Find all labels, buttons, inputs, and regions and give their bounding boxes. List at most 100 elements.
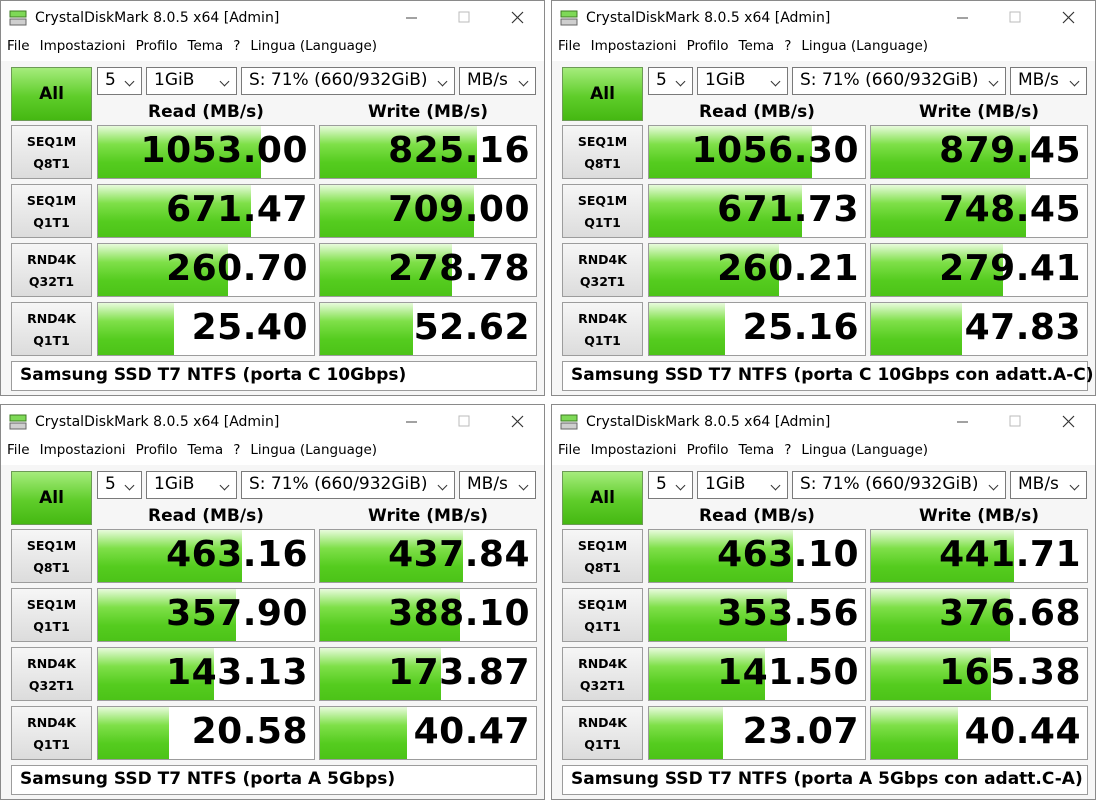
menu-item[interactable]: Lingua (Language) [801, 442, 929, 458]
write-value: 52.62 [413, 307, 530, 348]
dropdown[interactable]: 1GiB [146, 471, 237, 499]
test-button[interactable]: RND4K Q32T1 [11, 243, 92, 297]
menu-item[interactable]: Profilo [135, 38, 178, 54]
test-button[interactable]: SEQ1M Q1T1 [562, 588, 643, 642]
read-value: 260.21 [717, 248, 859, 289]
menu-item[interactable]: Lingua (Language) [250, 38, 378, 54]
menu-item[interactable]: Tema [187, 442, 224, 458]
test-label: RND4K [578, 715, 627, 730]
menu-item[interactable]: Profilo [686, 38, 729, 54]
read-header: Read (MB/s) [699, 102, 815, 122]
window-buttons[interactable] [952, 407, 1092, 437]
menu-item[interactable]: File [7, 38, 30, 54]
dropdown[interactable]: S: 71% (660/932GiB) [792, 471, 1006, 499]
write-value: 879.45 [939, 130, 1081, 171]
write-bar [871, 530, 1014, 582]
write-value: 40.47 [413, 711, 530, 752]
test-label: Q32T1 [28, 678, 75, 693]
test-button[interactable]: RND4K Q1T1 [11, 706, 92, 760]
menu-item[interactable]: ? [233, 38, 241, 54]
test-button[interactable]: RND4K Q32T1 [562, 647, 643, 701]
write-cell: 441.71 [870, 529, 1088, 583]
dropdown[interactable]: S: 71% (660/932GiB) [241, 67, 455, 95]
write-value: 173.87 [388, 652, 530, 693]
test-button[interactable]: RND4K Q32T1 [11, 647, 92, 701]
dropdown[interactable]: 1GiB [697, 67, 788, 95]
read-bar [98, 126, 262, 178]
test-button[interactable]: SEQ1M Q8T1 [11, 125, 92, 179]
read-cell: 260.21 [648, 243, 866, 297]
write-header: Write (MB/s) [368, 506, 488, 526]
app-window: CrystalDiskMark 8.0.5 x64 [Admin] File Imp… [551, 404, 1096, 800]
menu-item[interactable]: Tema [187, 38, 224, 54]
dropdown[interactable]: 5 [97, 67, 142, 95]
dropdown[interactable]: 1GiB [146, 67, 237, 95]
test-button[interactable]: SEQ1M Q8T1 [562, 125, 643, 179]
menu-item[interactable]: ? [233, 442, 241, 458]
read-header: Read (MB/s) [148, 506, 264, 526]
comment-box[interactable]: Samsung SSD T7 NTFS (porta A 5Gbps) [11, 765, 537, 795]
all-button[interactable]: All [11, 67, 92, 121]
window-buttons[interactable] [401, 3, 541, 33]
window-buttons[interactable] [952, 3, 1092, 33]
menu-item[interactable]: File [7, 442, 30, 458]
window-title: CrystalDiskMark 8.0.5 x64 [Admin] [586, 10, 831, 26]
menu-item[interactable]: Tema [738, 442, 775, 458]
dropdown[interactable]: MB/s [459, 67, 536, 95]
test-button[interactable]: RND4K Q32T1 [562, 243, 643, 297]
menu-item[interactable]: Profilo [686, 442, 729, 458]
test-label: SEQ1M [26, 597, 77, 612]
menu-item[interactable]: Impostazioni [39, 442, 126, 458]
test-button[interactable]: RND4K Q1T1 [11, 302, 92, 356]
test-button[interactable]: SEQ1M Q8T1 [11, 529, 92, 583]
test-button[interactable]: SEQ1M Q8T1 [562, 529, 643, 583]
menu-item[interactable]: File [558, 38, 581, 54]
menu-item[interactable]: Lingua (Language) [801, 38, 929, 54]
dropdown[interactable]: 5 [648, 471, 693, 499]
all-button[interactable]: All [562, 67, 643, 121]
read-bar [649, 244, 780, 296]
dropdown[interactable]: MB/s [459, 471, 536, 499]
menu-item[interactable]: Tema [738, 38, 775, 54]
test-button[interactable]: SEQ1M Q1T1 [11, 588, 92, 642]
menu-item[interactable]: Lingua (Language) [250, 442, 378, 458]
read-bar [98, 589, 236, 641]
read-cell: 143.13 [97, 647, 315, 701]
app-icon [560, 414, 578, 430]
menu-item[interactable]: Profilo [135, 442, 178, 458]
read-cell: 671.47 [97, 184, 315, 238]
all-button[interactable]: All [11, 471, 92, 525]
comment-box[interactable]: Samsung SSD T7 NTFS (porta C 10Gbps con … [562, 361, 1094, 391]
menu-item[interactable]: ? [784, 442, 792, 458]
write-cell: 52.62 [319, 302, 537, 356]
menu-item[interactable]: File [558, 442, 581, 458]
test-button[interactable]: RND4K Q1T1 [562, 302, 643, 356]
dropdown[interactable]: 5 [648, 67, 693, 95]
all-button[interactable]: All [562, 471, 643, 525]
menu-item[interactable]: Impostazioni [590, 442, 677, 458]
write-cell: 279.41 [870, 243, 1088, 297]
read-cell: 1056.30 [648, 125, 866, 179]
dropdown[interactable]: S: 71% (660/932GiB) [792, 67, 1006, 95]
read-bar [98, 530, 242, 582]
test-button[interactable]: SEQ1M Q1T1 [562, 184, 643, 238]
dropdown[interactable]: 5 [97, 471, 142, 499]
write-bar [871, 648, 991, 700]
dropdown[interactable]: 1GiB [697, 471, 788, 499]
menu-item[interactable]: Impostazioni [590, 38, 677, 54]
test-button[interactable]: RND4K Q1T1 [562, 706, 643, 760]
menu-item[interactable]: ? [784, 38, 792, 54]
dropdown[interactable]: S: 71% (660/932GiB) [241, 471, 455, 499]
read-bar [649, 530, 793, 582]
menu-item[interactable]: Impostazioni [39, 38, 126, 54]
comment-box[interactable]: Samsung SSD T7 NTFS (porta A 5Gbps con a… [562, 765, 1088, 795]
read-bar [649, 303, 725, 355]
comment-box[interactable]: Samsung SSD T7 NTFS (porta C 10Gbps) [11, 361, 537, 391]
window-buttons[interactable] [401, 407, 541, 437]
test-button[interactable]: SEQ1M Q1T1 [11, 184, 92, 238]
read-bar [98, 303, 174, 355]
dropdown[interactable]: MB/s [1010, 471, 1087, 499]
write-cell: 437.84 [319, 529, 537, 583]
dropdown[interactable]: MB/s [1010, 67, 1087, 95]
